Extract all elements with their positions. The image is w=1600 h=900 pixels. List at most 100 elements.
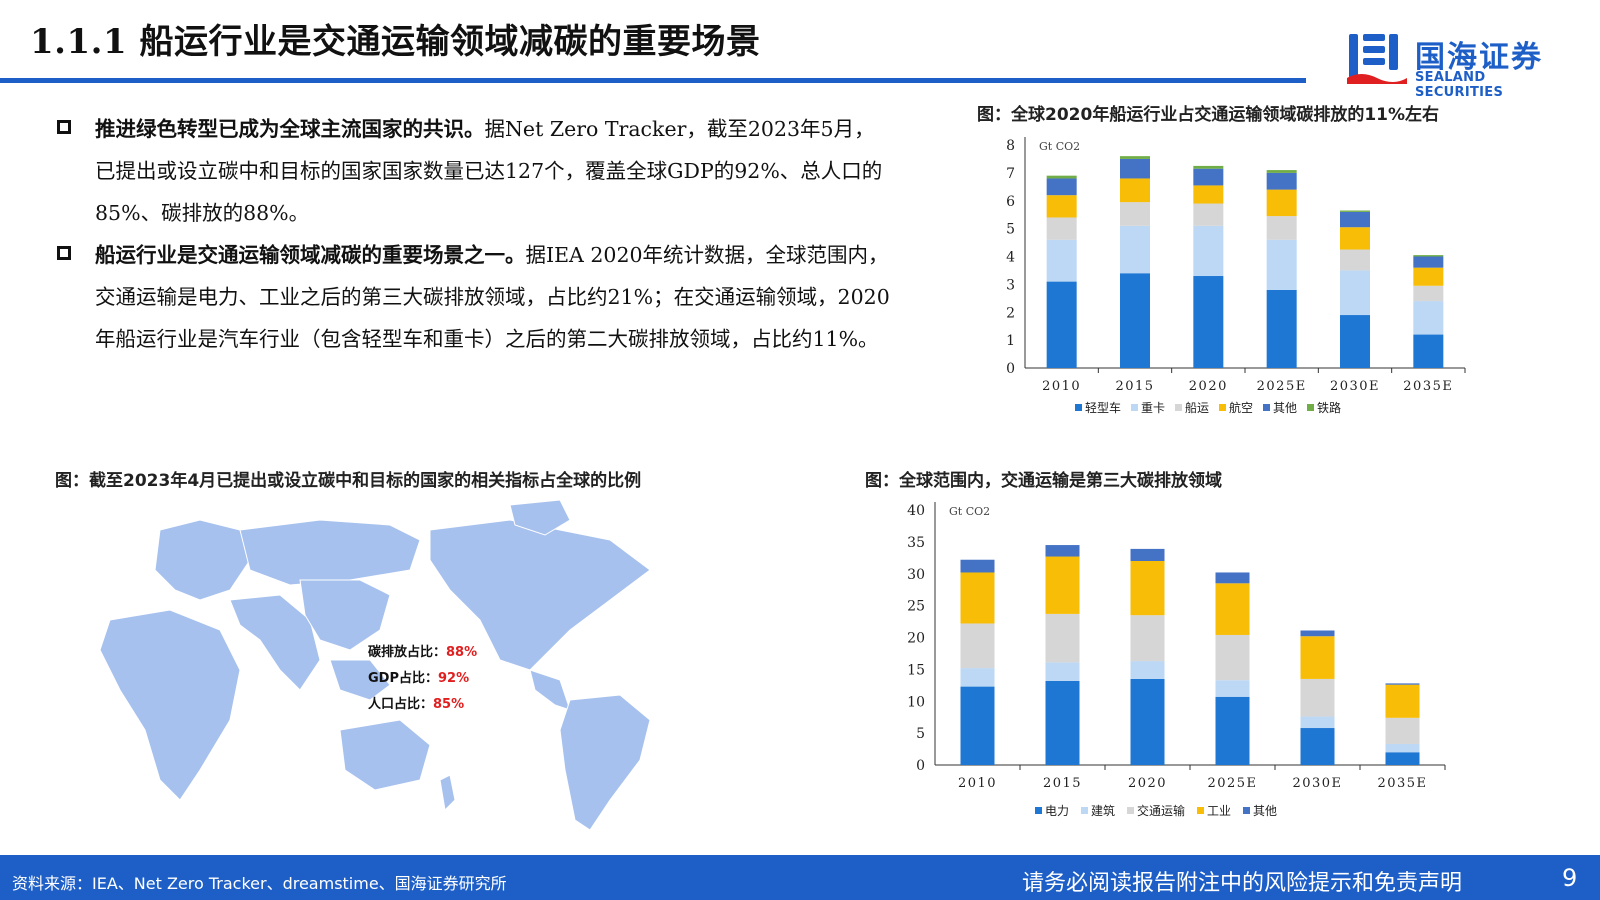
bar-segment <box>1120 273 1150 368</box>
x-tick-label: 2030E <box>1292 776 1342 791</box>
bullet-square-icon <box>57 246 71 260</box>
map-stats-overlay: 碳排放占比：88% GDP占比：92% 人口占比：85% <box>368 640 477 718</box>
bar-segment <box>960 686 995 765</box>
legend-label: 航空 <box>1229 400 1253 415</box>
bar-segment <box>1046 239 1077 282</box>
bar-segment <box>1340 211 1370 228</box>
bar-segment <box>1385 717 1420 744</box>
legend-swatch <box>1263 404 1270 411</box>
x-tick-label: 2015 <box>1115 379 1154 394</box>
legend-swatch <box>1035 807 1042 814</box>
y-tick-label: 10 <box>907 694 925 710</box>
bar-segment <box>1266 239 1297 290</box>
bullet-lead: 船运行业是交通运输领域减碳的重要场景之一。 <box>95 243 526 267</box>
legend-swatch <box>1243 807 1250 814</box>
bar-segment <box>1193 203 1224 226</box>
bar-segment <box>1130 678 1165 765</box>
x-tick-label: 2020 <box>1189 379 1228 394</box>
legend-swatch <box>1127 807 1134 814</box>
bar-segment <box>1045 680 1080 765</box>
y-tick-label: 5 <box>916 726 925 742</box>
y-tick-label: 3 <box>1006 277 1015 293</box>
bar-segment <box>1193 168 1224 186</box>
legend-swatch <box>1197 807 1204 814</box>
bar-segment <box>1300 678 1335 717</box>
bar-segment <box>1266 189 1297 217</box>
y-tick-label: 0 <box>1006 361 1015 377</box>
y-tick-label: 8 <box>1006 138 1015 154</box>
legend-label: 其他 <box>1253 804 1277 818</box>
bar-segment <box>1045 545 1080 557</box>
legend-swatch <box>1307 404 1314 411</box>
bar-segment <box>960 572 995 624</box>
bar-segment <box>1130 615 1165 662</box>
bullet-text: 据IEA 2020年统计数据，全球范围内，交通运输是电力、工业之后的第三大碳排放… <box>95 243 890 351</box>
y-tick-label: 30 <box>907 567 925 583</box>
bar-segment <box>1413 267 1444 286</box>
legend-label: 船运 <box>1185 401 1209 415</box>
bar-segment <box>1266 289 1297 368</box>
legend-label: 交通运输 <box>1137 803 1185 818</box>
x-tick-label: 2010 <box>1042 379 1081 394</box>
bar-segment <box>1266 216 1297 240</box>
bar-segment <box>1130 561 1165 616</box>
bar-segment <box>1215 696 1250 765</box>
bar-segment <box>1046 195 1077 218</box>
chart2-caption: 图：全球范围内，交通运输是第三大碳排放领域 <box>865 471 1222 491</box>
bullet-item-shipping: 船运行业是交通运输领域减碳的重要场景之一。据IEA 2020年统计数据，全球范围… <box>55 234 895 360</box>
bar-segment <box>1340 315 1370 368</box>
legend-label: 轻型车 <box>1085 400 1121 415</box>
y-tick-label: 0 <box>916 758 925 774</box>
y-tick-label: 1 <box>1006 333 1015 349</box>
bar-segment <box>1300 630 1335 637</box>
bar-segment <box>1130 661 1165 679</box>
legend-label: 重卡 <box>1141 401 1165 415</box>
footer-source: 资料来源：IEA、Net Zero Tracker、dreamstime、国海证… <box>12 874 507 893</box>
footer-disclaimer: 请务必阅读报告附注中的风险提示和免责声明 <box>1022 871 1463 896</box>
bar-segment <box>1413 334 1444 368</box>
x-tick-label: 2035E <box>1403 379 1453 394</box>
bar-segment <box>1340 210 1370 212</box>
bar-segment <box>1046 281 1077 368</box>
bar-segment <box>1266 170 1297 173</box>
legend-label: 其他 <box>1273 401 1297 415</box>
bar-segment <box>960 559 995 573</box>
legend-swatch <box>1175 404 1182 411</box>
bar-segment <box>1120 178 1150 203</box>
bar-segment <box>1193 165 1224 169</box>
legend-label: 工业 <box>1207 804 1231 818</box>
bar-segment <box>1413 301 1444 335</box>
y-tick-label: 20 <box>907 631 925 647</box>
map-caption: 图：截至2023年4月已提出或设立碳中和目标的国家的相关指标占全球的比例 <box>55 471 642 491</box>
legend-swatch <box>1081 807 1088 814</box>
stat-gdp-share: GDP占比：92% <box>368 671 470 686</box>
bar-segment <box>1385 683 1420 685</box>
y-tick-label: 2 <box>1006 305 1015 321</box>
bar-segment <box>1413 285 1444 302</box>
bar-segment <box>1193 185 1224 204</box>
bar-segment <box>1046 175 1077 179</box>
bar-segment <box>1385 752 1420 765</box>
bar-segment <box>1045 662 1080 681</box>
x-tick-label: 2020 <box>1128 776 1167 791</box>
bar-segment <box>960 623 995 669</box>
bar-segment <box>1385 743 1420 753</box>
world-map-image <box>99 500 651 831</box>
title-underline <box>0 78 1306 83</box>
bar-segment <box>1045 613 1080 663</box>
page-title: 1.1.1 船运行业是交通运输领域减碳的重要场景 <box>30 22 761 62</box>
legend-swatch <box>1075 404 1082 411</box>
bullet-text: 据Net Zero Tracker，截至2023年5月，已提出或设立碳中和目标的… <box>95 117 883 225</box>
bullet-square-icon <box>57 120 71 134</box>
x-tick-label: 2025E <box>1207 776 1257 791</box>
bar-segment <box>1215 583 1250 635</box>
y-tick-label: 6 <box>1006 194 1015 210</box>
bar-segment <box>1193 276 1224 368</box>
y-tick-label: 7 <box>1006 166 1015 182</box>
sealand-logo-icon <box>1347 34 1407 84</box>
y-tick-label: 15 <box>907 662 925 678</box>
unit-label: Gt CO2 <box>1039 140 1080 153</box>
bar-segment <box>1215 634 1250 681</box>
bar-segment <box>1413 255 1444 257</box>
bar-segment <box>1120 225 1150 274</box>
